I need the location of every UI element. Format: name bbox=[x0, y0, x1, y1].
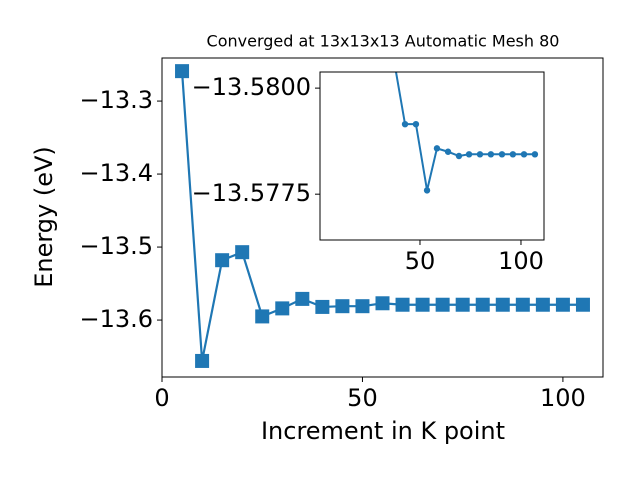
y-tick-label: −13.5800 bbox=[192, 73, 311, 101]
marker bbox=[455, 297, 470, 312]
marker bbox=[401, 120, 409, 128]
axes-frame bbox=[161, 57, 604, 378]
marker bbox=[444, 148, 452, 155]
x-tick-label: 50 bbox=[405, 247, 436, 275]
marker bbox=[315, 299, 330, 314]
marker bbox=[215, 253, 230, 268]
y-tick-label: −13.5 bbox=[79, 232, 153, 260]
marker bbox=[235, 245, 250, 260]
marker bbox=[275, 301, 290, 316]
marker bbox=[395, 297, 410, 312]
marker bbox=[435, 297, 450, 312]
y-tick-label: −13.5775 bbox=[192, 179, 311, 207]
axes-frame bbox=[319, 71, 545, 241]
x-tick-label: 100 bbox=[498, 247, 544, 275]
marker bbox=[575, 297, 590, 312]
marker bbox=[433, 145, 441, 152]
marker bbox=[531, 151, 539, 158]
marker bbox=[175, 64, 190, 79]
y-tick-label: −13.4 bbox=[79, 159, 153, 187]
y-axis-label: Energy (eV) bbox=[30, 146, 58, 288]
y-tick-label: −13.3 bbox=[79, 86, 153, 114]
marker bbox=[535, 297, 550, 312]
x-axis-label: Increment in K point bbox=[261, 417, 505, 445]
marker bbox=[335, 299, 350, 314]
plot-group bbox=[394, 72, 539, 194]
marker bbox=[520, 151, 528, 158]
plot-area bbox=[320, 72, 544, 240]
x-tick-label: 100 bbox=[540, 384, 586, 412]
marker bbox=[495, 297, 510, 312]
marker bbox=[515, 297, 530, 312]
marker bbox=[295, 291, 310, 306]
marker bbox=[412, 120, 420, 128]
marker bbox=[476, 151, 484, 158]
marker bbox=[475, 297, 490, 312]
marker bbox=[455, 152, 463, 160]
marker bbox=[375, 296, 390, 311]
marker bbox=[255, 309, 270, 324]
marker bbox=[465, 151, 473, 158]
marker bbox=[498, 151, 506, 158]
x-tick-label: 50 bbox=[347, 384, 378, 412]
marker bbox=[509, 151, 517, 158]
marker bbox=[555, 297, 570, 312]
marker bbox=[487, 151, 495, 158]
x-tick-label: 0 bbox=[154, 384, 169, 412]
plot-group bbox=[175, 64, 590, 368]
chart-title: Converged at 13x13x13 Automatic Mesh 80 bbox=[207, 32, 560, 51]
marker bbox=[195, 353, 210, 368]
marker bbox=[423, 187, 431, 194]
y-tick-label: −13.6 bbox=[79, 305, 153, 333]
marker bbox=[415, 297, 430, 312]
marker bbox=[355, 299, 370, 314]
